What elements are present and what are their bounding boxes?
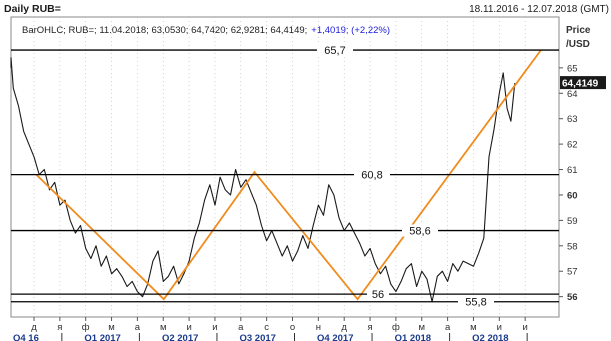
month-tick-label: я bbox=[57, 322, 62, 333]
plot-frame bbox=[10, 16, 560, 318]
ohlc-info: BarOHLC; RUB=; 11.04.2018; 63,0530; 64,7… bbox=[22, 25, 390, 36]
pattern-line bbox=[35, 49, 542, 301]
ohlc-values: BarOHLC; RUB=; 11.04.2018; 63,0530; 64,7… bbox=[22, 25, 307, 36]
quarter-label: Q1 2018 bbox=[395, 333, 431, 341]
month-tick-label: о bbox=[290, 322, 295, 333]
level-label-bg bbox=[354, 168, 390, 181]
month-tick-label: ф bbox=[392, 322, 400, 333]
quarter-label: Q2 2017 bbox=[162, 333, 198, 341]
month-tick-label: ф bbox=[82, 322, 90, 333]
y-tick-label: 58 bbox=[567, 241, 578, 252]
y-tick-label: 64 bbox=[567, 89, 578, 100]
price-line bbox=[10, 57, 516, 303]
y-tick-label: 57 bbox=[567, 267, 578, 278]
month-tick-label: н bbox=[316, 322, 321, 333]
level-label-bg bbox=[367, 288, 389, 301]
y-axis: 56 57 58 59 60 61 62 63 64 65 bbox=[559, 63, 578, 303]
x-axis: д я ф м а м и и а с о н д я ф м а м и и Q4 16 Q1 2017 Q2 2017 Q… bbox=[13, 317, 528, 341]
current-price-value: 64,4149 bbox=[562, 79, 599, 90]
month-tick-label: д bbox=[341, 322, 347, 333]
current-price-badge: 64,4149 bbox=[560, 76, 606, 90]
quarter-label: Q1 2017 bbox=[84, 333, 120, 341]
level-lines: 65,7 60,8 58,6 56 55,8 bbox=[11, 44, 559, 309]
quarter-label: Q2 2018 bbox=[472, 333, 508, 341]
month-tick-label: м bbox=[108, 322, 115, 333]
date-range: 18.11.2016 - 12.07.2018 (GMT) bbox=[469, 4, 609, 15]
month-tick-label: а bbox=[135, 322, 141, 333]
chart-title: Daily RUB= bbox=[4, 3, 61, 15]
y-tick-label: 56 bbox=[567, 292, 578, 303]
quarter-label: Q4 16 bbox=[13, 333, 39, 341]
month-tick-label: д bbox=[31, 322, 37, 333]
month-tick-label: м bbox=[470, 322, 477, 333]
y-tick-label: 60 bbox=[567, 190, 578, 201]
y-tick-label: 62 bbox=[567, 140, 578, 151]
current-price-badge-bg bbox=[560, 76, 606, 90]
level-label-bg bbox=[458, 295, 494, 308]
ohlc-change: +1,4019; (+2,22%) bbox=[311, 25, 390, 36]
level-label: 56 bbox=[372, 289, 384, 301]
month-tick-label: с bbox=[264, 322, 269, 333]
month-tick-label: и bbox=[212, 322, 217, 333]
month-tick-label: м bbox=[418, 322, 425, 333]
y-tick-label: 65 bbox=[567, 63, 578, 74]
price-series bbox=[10, 57, 516, 303]
price-unit-label: Price bbox=[566, 25, 591, 36]
level-label: 65,7 bbox=[324, 45, 345, 57]
level-label: 60,8 bbox=[361, 170, 382, 182]
y-tick-label: 59 bbox=[567, 216, 578, 227]
price-unit-label-2: /USD bbox=[566, 39, 590, 50]
pattern-lines bbox=[35, 49, 542, 301]
month-tick-label: я bbox=[367, 322, 372, 333]
level-label-bg bbox=[402, 224, 438, 237]
quarter-label: Q4 2017 bbox=[317, 333, 353, 341]
y-tick-label: 63 bbox=[567, 114, 578, 125]
level-label-bg bbox=[317, 44, 353, 57]
month-tick-label: а bbox=[238, 322, 244, 333]
level-label: 58,6 bbox=[409, 226, 430, 238]
month-tick-label: и bbox=[497, 322, 502, 333]
month-tick-label: м bbox=[160, 322, 167, 333]
month-tick-label: а bbox=[445, 322, 451, 333]
quarter-label: Q3 2017 bbox=[239, 333, 275, 341]
month-tick-label: и bbox=[522, 322, 527, 333]
y-tick-label: 61 bbox=[567, 165, 578, 176]
month-tick-label: и bbox=[186, 322, 191, 333]
level-label: 55,8 bbox=[465, 297, 486, 309]
